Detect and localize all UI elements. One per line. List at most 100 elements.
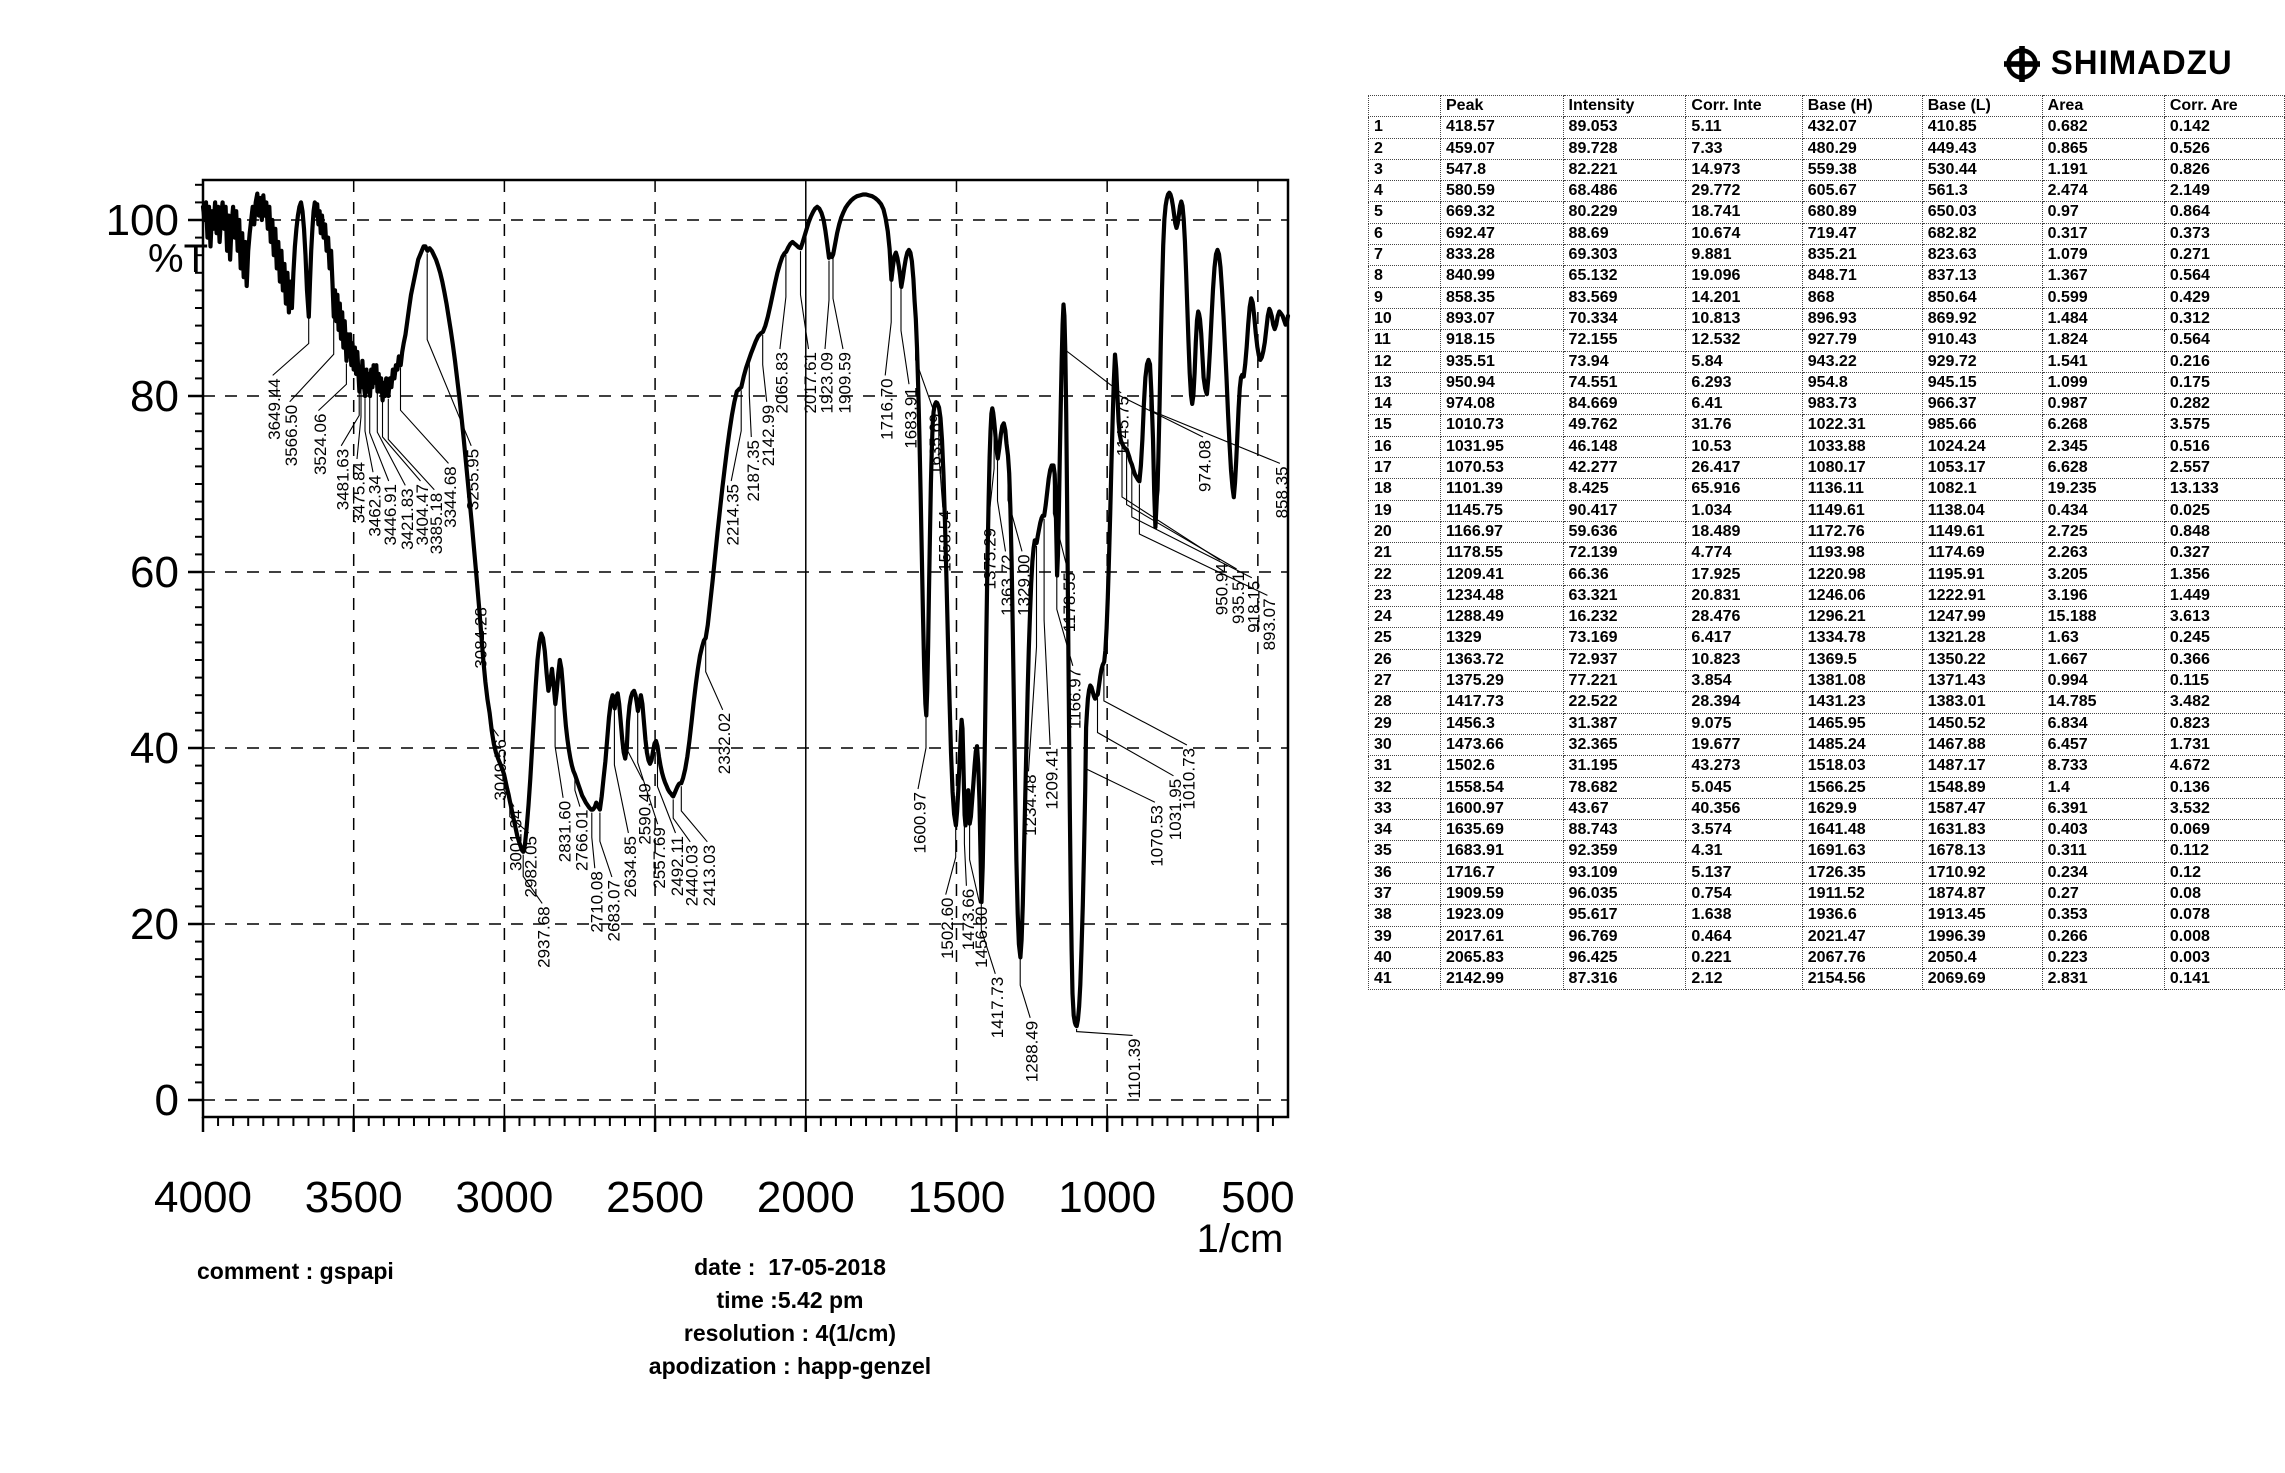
table-cell: 14.785 xyxy=(2041,691,2165,714)
table-cell: 74.551 xyxy=(1562,371,1687,395)
table-cell: 833.28 xyxy=(1440,244,1564,267)
table-cell: 561.3 xyxy=(1921,180,2043,203)
table-cell: 43.273 xyxy=(1685,755,1803,778)
table-cell: 68.486 xyxy=(1562,180,1687,203)
table-cell: 6.391 xyxy=(2041,797,2165,821)
table-cell: 95.617 xyxy=(1562,904,1687,927)
table-cell: 1136.11 xyxy=(1801,478,1923,501)
peak-label-connector xyxy=(1027,545,1038,772)
peak-label-connector xyxy=(672,799,691,843)
peak-label-connector xyxy=(1056,563,1074,666)
table-cell: 27 xyxy=(1368,670,1441,693)
table-row: 18 1101.39 8.425 65.916 1136.11 1082.1 19.235 1… xyxy=(1368,478,2285,501)
peak-label: 2634.85 xyxy=(621,836,640,897)
peak-label: 2017.61 xyxy=(801,352,820,413)
table-cell: 1485.24 xyxy=(1801,733,1923,757)
table-cell: 5.137 xyxy=(1685,861,1803,884)
table-cell: 1138.04 xyxy=(1921,499,2043,522)
table-row: 3 547.8 82.221 14.973 559.38 530.44 1.191 0.826 xyxy=(1368,158,2285,182)
table-cell: 943.22 xyxy=(1801,350,1923,373)
table-cell: 34 xyxy=(1368,819,1441,842)
peak-label-connector xyxy=(900,287,910,385)
table-cell: 2 xyxy=(1368,137,1441,160)
table-cell: 1.638 xyxy=(1685,904,1803,927)
table-cell: 580.59 xyxy=(1440,180,1564,203)
table-cell: 78.682 xyxy=(1562,776,1687,799)
table-cell: 0.112 xyxy=(2163,840,2285,863)
table-cell: 449.43 xyxy=(1921,137,2043,160)
table-cell: 22 xyxy=(1368,563,1441,586)
table-cell: 1033.88 xyxy=(1801,435,1923,459)
y-tick-label: 60 xyxy=(130,548,179,597)
table-cell: 1629.9 xyxy=(1801,797,1923,821)
table-cell: 1.099 xyxy=(2041,371,2165,395)
peak-label: 2214.35 xyxy=(724,484,743,545)
table-cell: 88.743 xyxy=(1562,819,1687,842)
table-cell: 945.15 xyxy=(1921,371,2043,395)
peak-label: 1375.29 xyxy=(981,528,1000,589)
peak-label: 3462.34 xyxy=(366,475,385,536)
comment-text: comment : gspapi xyxy=(197,1258,394,1284)
peak-label-connector xyxy=(1149,367,1281,464)
peak-label-connector xyxy=(1121,445,1221,561)
table-cell: 31.195 xyxy=(1562,755,1687,778)
table-cell: 547.8 xyxy=(1440,158,1564,182)
table-cell: 0.003 xyxy=(2163,946,2285,970)
table-cell: 1053.17 xyxy=(1921,457,2043,480)
peak-label-connector xyxy=(381,401,421,482)
peak-label: 1145.75 xyxy=(1114,396,1133,456)
table-row: 31 1502.6 31.195 43.273 1518.03 1487.17 8.733 4… xyxy=(1368,755,2285,778)
table-cell: 2050.4 xyxy=(1921,946,2043,970)
table-cell: 41 xyxy=(1368,968,1441,991)
table-row: 25 1329 73.169 6.417 1334.78 1321.28 1.63 0.245 xyxy=(1368,627,2285,650)
peak-label-connector xyxy=(364,398,374,473)
table-cell: 0.221 xyxy=(1685,946,1803,970)
table-cell: 2017.61 xyxy=(1440,925,1564,948)
peak-label-connector xyxy=(289,316,335,403)
table-cell: 10.53 xyxy=(1685,435,1803,459)
peak-label: 1070.53 xyxy=(1147,805,1166,866)
peak-label: 1716.70 xyxy=(878,378,897,439)
table-cell: 1321.28 xyxy=(1921,627,2043,650)
table-cell: 1566.25 xyxy=(1801,776,1923,799)
col-header-Corr. Are: Corr. Are xyxy=(2163,94,2285,118)
x-tick-label: 3000 xyxy=(455,1173,553,1222)
table-cell: 682.82 xyxy=(1921,222,2043,246)
table-cell: 5.11 xyxy=(1685,116,1803,139)
table-cell: 12 xyxy=(1368,350,1441,373)
table-row: 35 1683.91 92.359 4.31 1691.63 1678.13 0.311 0.… xyxy=(1368,840,2285,863)
peak-label: 3421.83 xyxy=(398,488,417,549)
peak-table-header-row: Peak Intensity Corr. Inte Base (H) Base (L) A… xyxy=(1368,94,2285,118)
table-cell: 26.417 xyxy=(1685,457,1803,480)
table-cell: 6 xyxy=(1368,222,1441,246)
table-cell: 1166.97 xyxy=(1440,520,1564,544)
table-cell: 1.4 xyxy=(2041,776,2165,799)
table-cell: 1193.98 xyxy=(1801,542,1923,565)
table-cell: 65.132 xyxy=(1562,265,1687,288)
peak-label: 3524.06 xyxy=(311,414,330,475)
table-cell: 31 xyxy=(1368,755,1441,778)
peak-label-connector xyxy=(1085,742,1156,803)
table-cell: 1996.39 xyxy=(1921,925,2043,948)
table-row: 32 1558.54 78.682 5.045 1566.25 1548.89 1.4 0.1… xyxy=(1368,776,2285,799)
x-tick-label: 1000 xyxy=(1058,1173,1156,1222)
x-tick-label: 1500 xyxy=(908,1173,1006,1222)
table-cell: 0.564 xyxy=(2163,329,2285,352)
table-row: 17 1070.53 42.277 26.417 1080.17 1053.17 6.628… xyxy=(1368,457,2285,480)
table-cell: 929.72 xyxy=(1921,350,2043,373)
plot-border xyxy=(201,178,1290,1119)
table-cell: 0.234 xyxy=(2041,861,2165,884)
table-cell: 13.133 xyxy=(2163,478,2285,501)
table-cell: 0.266 xyxy=(2041,925,2165,948)
table-cell: 0.464 xyxy=(1685,925,1803,948)
table-cell: 20 xyxy=(1368,520,1441,544)
table-row: 8 840.99 65.132 19.096 848.71 837.13 1.367 0.56… xyxy=(1368,265,2285,288)
table-cell: 0.865 xyxy=(2041,137,2165,160)
table-cell: 6.417 xyxy=(1685,627,1803,650)
table-cell: 0.136 xyxy=(2163,776,2285,799)
table-cell: 0.403 xyxy=(2041,819,2165,842)
table-cell: 66.36 xyxy=(1562,563,1687,586)
table-cell: 1369.5 xyxy=(1801,648,1923,672)
table-row: 14 974.08 84.669 6.41 983.73 966.37 0.987 0.282 xyxy=(1368,393,2285,416)
table-cell: 73.169 xyxy=(1562,627,1687,650)
